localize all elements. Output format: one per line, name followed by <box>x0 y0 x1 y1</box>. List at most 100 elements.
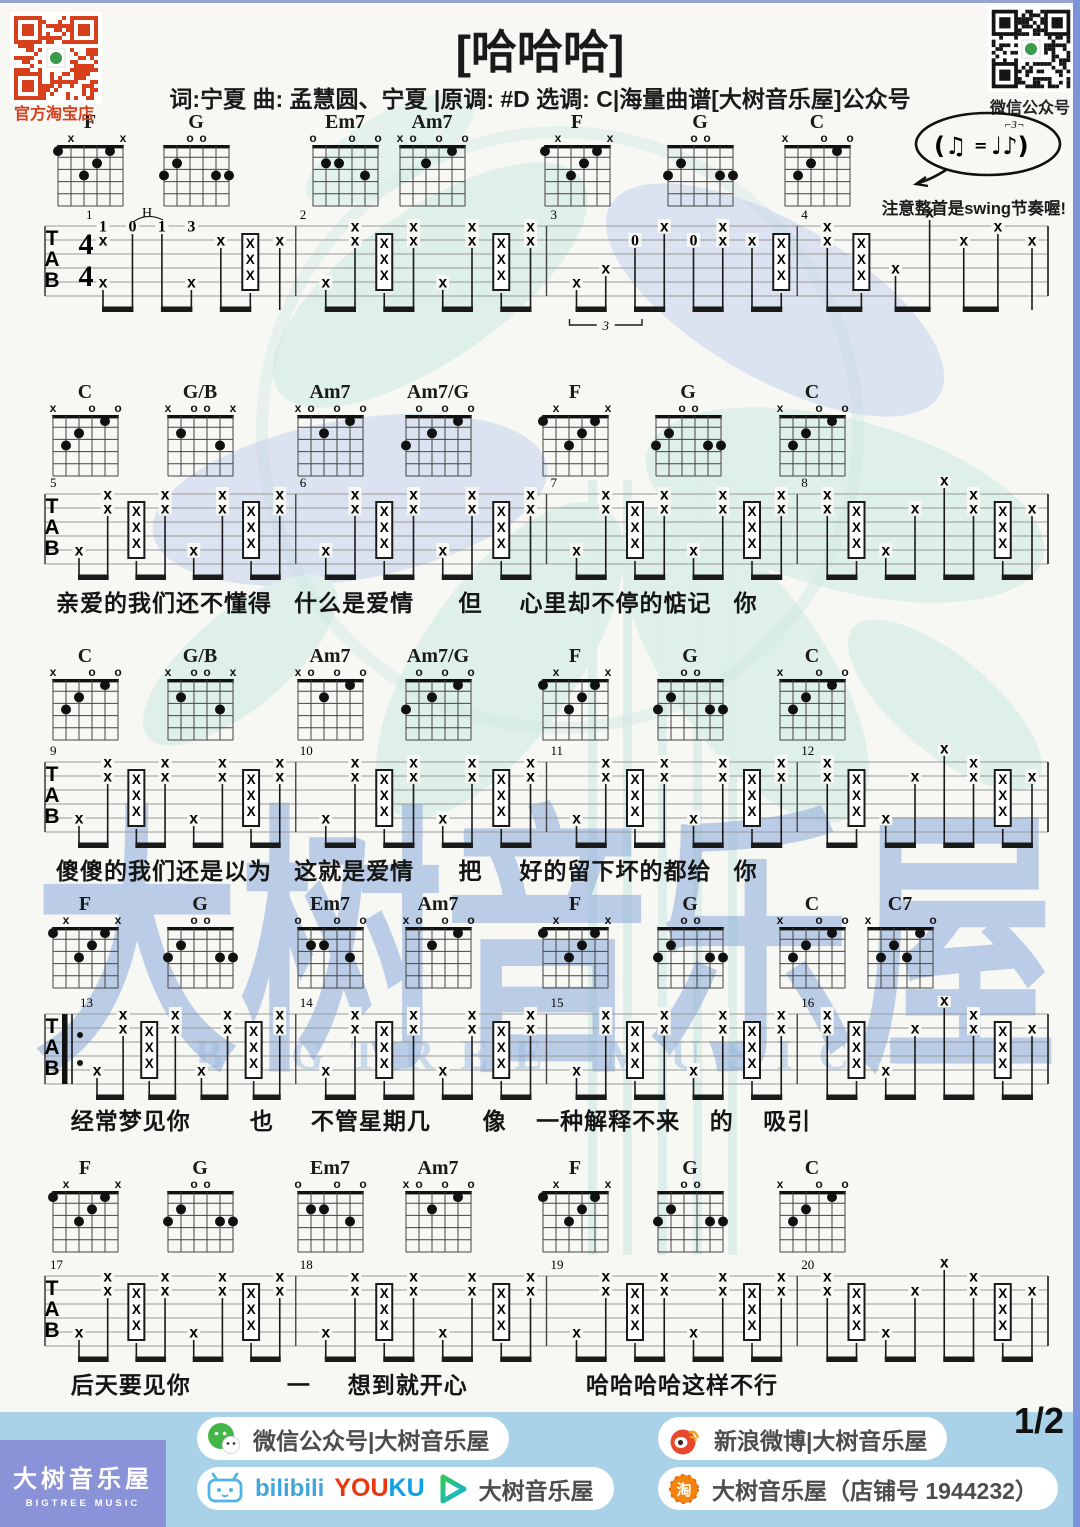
video-platforms-pill[interactable]: bilibili YOUKU 大树音乐屋 <box>197 1467 614 1510</box>
svg-text:(♫: (♫ <box>934 132 966 160</box>
svg-text:x: x <box>171 1007 180 1024</box>
wechat-account-pill[interactable]: 微信公众号|大树音乐屋 <box>197 1417 510 1460</box>
svg-text:X: X <box>857 252 866 267</box>
svg-text:x: x <box>321 811 330 828</box>
svg-text:X: X <box>747 1318 756 1333</box>
svg-text:o: o <box>691 402 698 415</box>
svg-text:X: X <box>747 536 756 551</box>
chord-name: F <box>570 111 584 133</box>
taobao-qr-code <box>10 12 102 104</box>
svg-text:x: x <box>171 1021 180 1038</box>
chord-name: F <box>78 1157 92 1179</box>
svg-text:T: T <box>46 227 59 250</box>
svg-text:X: X <box>132 1286 141 1301</box>
svg-text:X: X <box>630 536 639 551</box>
svg-text:x: x <box>553 402 560 415</box>
svg-text:x: x <box>969 1269 978 1286</box>
svg-text:x: x <box>940 476 949 490</box>
svg-text:x: x <box>468 487 477 504</box>
svg-text:x: x <box>572 811 581 828</box>
svg-text:x: x <box>660 1269 669 1286</box>
svg-text:o: o <box>467 402 474 415</box>
chord-name: Am7 <box>309 645 351 667</box>
svg-text:6: 6 <box>300 476 307 490</box>
svg-text:x: x <box>409 1021 418 1038</box>
svg-text:x: x <box>187 275 196 292</box>
svg-text:X: X <box>380 520 389 535</box>
svg-text:o: o <box>680 666 687 679</box>
svg-text:x: x <box>526 219 535 236</box>
svg-text:o: o <box>461 132 468 145</box>
svg-text:X: X <box>380 504 389 519</box>
taobao-shop-pill[interactable]: 淘 大树音乐屋（店铺号 1944232） <box>658 1467 1058 1510</box>
svg-text:o: o <box>441 402 448 415</box>
page-number: 1/2 <box>1013 1400 1064 1441</box>
svg-text:o: o <box>815 1178 822 1191</box>
svg-text:x: x <box>119 1007 128 1024</box>
svg-text:x: x <box>526 1021 535 1038</box>
chord-name: Em7 <box>310 1157 350 1179</box>
svg-text:x: x <box>103 501 112 518</box>
svg-text:X: X <box>497 1286 506 1301</box>
svg-text:o: o <box>929 914 936 927</box>
svg-text:x: x <box>351 1021 360 1038</box>
svg-text:o: o <box>415 1178 422 1191</box>
chord-name: G <box>188 111 204 133</box>
lyrics-line-1: 亲爱的我们还不懂得 什么是爱情 但 心里却不停的惦记 你 <box>56 590 758 616</box>
page-edge-top <box>0 0 1080 3</box>
svg-text:4: 4 <box>79 228 94 261</box>
svg-text:o: o <box>307 402 314 415</box>
svg-text:x: x <box>969 487 978 504</box>
svg-text:x: x <box>911 769 920 786</box>
svg-text:X: X <box>747 772 756 787</box>
svg-text:x: x <box>103 487 112 504</box>
svg-text:x: x <box>660 755 669 772</box>
svg-text:x: x <box>295 666 302 679</box>
svg-text:x: x <box>601 769 610 786</box>
svg-text:X: X <box>747 804 756 819</box>
svg-text:X: X <box>998 1024 1007 1039</box>
svg-text:X: X <box>249 1024 258 1039</box>
video-play-icon <box>440 1474 467 1503</box>
svg-text:X: X <box>777 268 786 283</box>
weibo-account-pill[interactable]: 新浪微博|大树音乐屋 <box>658 1417 948 1460</box>
svg-text:x: x <box>601 501 610 518</box>
chord-diagram-am7: Am7 x o o o <box>284 646 376 749</box>
svg-text:11: 11 <box>551 744 564 758</box>
svg-text:X: X <box>145 1056 154 1071</box>
svg-text:o: o <box>815 914 822 927</box>
lyrics-line-3: 经常梦见你 也 不管星期几 像 一种解释不来 的 吸引 <box>56 1108 812 1134</box>
chord-diagram-g-b: G/B x o o x <box>154 646 246 749</box>
svg-text:X: X <box>998 1286 1007 1301</box>
chord-name: Am7/G <box>406 381 470 403</box>
chord-name: C <box>804 645 820 667</box>
svg-text:18: 18 <box>300 1258 313 1272</box>
svg-text:X: X <box>132 536 141 551</box>
svg-text:17: 17 <box>50 1258 64 1272</box>
svg-text:X: X <box>857 268 866 283</box>
svg-text:X: X <box>497 772 506 787</box>
chord-diagram-em7: Em7 o o o <box>284 1158 376 1261</box>
svg-text:o: o <box>678 402 685 415</box>
svg-text:X: X <box>132 788 141 803</box>
svg-text:o: o <box>359 402 366 415</box>
svg-text:o: o <box>467 1178 474 1191</box>
svg-text:X: X <box>497 1056 506 1071</box>
svg-text:x: x <box>660 1021 669 1038</box>
svg-text:o: o <box>203 914 210 927</box>
wechat-pill-text: 微信公众号|大树音乐屋 <box>253 1427 490 1454</box>
